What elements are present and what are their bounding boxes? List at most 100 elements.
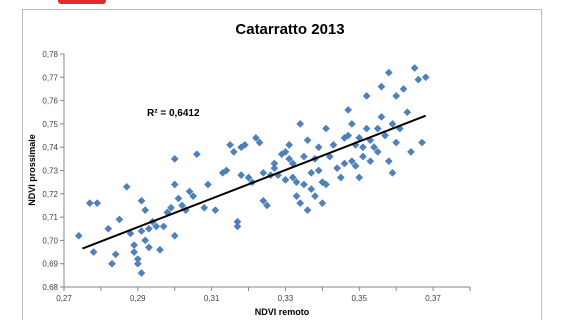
x-tick-label: 0,27 <box>56 294 72 303</box>
data-point <box>392 138 401 147</box>
data-point <box>318 199 327 208</box>
red-tab-mark <box>58 0 106 4</box>
data-point <box>185 187 194 196</box>
data-point <box>130 241 139 249</box>
data-point <box>292 178 301 187</box>
trendline <box>82 114 427 250</box>
data-point <box>233 222 242 231</box>
data-point <box>167 203 175 212</box>
data-point <box>388 120 397 128</box>
data-point <box>93 199 102 208</box>
data-point <box>145 224 153 233</box>
data-point <box>255 138 264 147</box>
data-point <box>388 168 397 177</box>
data-point <box>399 85 408 93</box>
data-point <box>281 175 290 184</box>
y-tick-label: 0,72 <box>42 190 58 199</box>
data-point <box>311 192 319 201</box>
data-point <box>336 173 345 182</box>
data-point <box>85 199 94 208</box>
data-point <box>89 248 98 256</box>
data-point <box>108 259 116 268</box>
y-tick-label: 0,69 <box>42 260 58 269</box>
data-point <box>300 152 308 161</box>
data-point <box>145 243 153 252</box>
data-point <box>370 143 378 152</box>
data-point <box>355 173 364 182</box>
data-point <box>137 227 146 235</box>
top-strip <box>0 0 567 6</box>
data-point <box>111 250 120 259</box>
data-point <box>122 182 131 191</box>
data-point <box>359 143 367 152</box>
data-point <box>156 245 164 254</box>
data-point <box>344 106 353 114</box>
data-point <box>137 196 146 205</box>
data-point <box>152 222 161 231</box>
y-tick-label: 0,76 <box>42 97 58 106</box>
plot-area: 0,68 0,69 0,70 0,71 0,72 0,73 0,74 0,75 0,76 0,77… <box>42 50 471 303</box>
data-point <box>229 147 238 156</box>
data-point <box>115 215 124 224</box>
data-point <box>192 150 201 159</box>
x-axis-title: NDVI remoto <box>255 307 310 317</box>
data-point <box>351 161 360 170</box>
data-point <box>359 152 367 161</box>
y-tick-label: 0,68 <box>42 283 58 292</box>
data-point <box>259 168 268 177</box>
data-point <box>303 206 312 214</box>
data-point <box>141 236 150 245</box>
data-point <box>333 164 342 173</box>
data-point <box>270 164 279 173</box>
y-tick-label: 0,71 <box>42 213 58 222</box>
data-point <box>300 180 308 189</box>
data-point <box>200 203 209 212</box>
data-point <box>344 131 353 140</box>
data-point <box>307 168 316 177</box>
data-point <box>348 120 356 128</box>
data-point <box>362 124 371 133</box>
data-point <box>240 140 249 149</box>
data-point <box>373 147 382 156</box>
data-point <box>130 248 139 256</box>
data-point <box>407 147 415 156</box>
data-point <box>237 171 246 180</box>
y-tick-label: 0,77 <box>42 73 58 82</box>
data-point <box>285 154 294 163</box>
data-point <box>384 157 393 166</box>
data-point <box>137 269 146 277</box>
data-point <box>170 180 179 189</box>
data-point <box>285 140 294 149</box>
data-point <box>104 224 113 233</box>
data-point <box>340 159 349 168</box>
data-point <box>244 173 253 182</box>
data-point <box>281 147 290 156</box>
data-point <box>329 140 338 149</box>
y-tick-label: 0,70 <box>42 236 58 245</box>
chart-frame <box>22 9 542 320</box>
data-point <box>377 82 386 91</box>
x-tick-label: 0,33 <box>278 294 294 303</box>
data-point <box>362 92 371 100</box>
data-point <box>288 173 297 182</box>
data-point <box>74 231 83 240</box>
data-point <box>222 166 231 175</box>
data-point <box>410 64 419 72</box>
data-point <box>381 131 389 140</box>
data-point <box>366 157 375 166</box>
data-point <box>252 133 260 142</box>
r-squared-annotation: R² = 0,6412 <box>147 108 200 119</box>
data-point <box>414 75 423 84</box>
y-tick-label: 0,73 <box>42 167 58 176</box>
x-tick-label: 0,31 <box>204 294 220 303</box>
data-point <box>384 68 393 77</box>
data-point <box>325 152 334 161</box>
x-tick-label: 0,37 <box>425 294 441 303</box>
data-point <box>211 206 220 214</box>
data-point <box>159 222 168 231</box>
data-point <box>226 140 234 149</box>
y-tick-label: 0,75 <box>42 120 58 129</box>
data-point <box>307 185 316 194</box>
data-point <box>314 143 323 152</box>
chart-title: Catarratto 2013 <box>235 21 344 38</box>
